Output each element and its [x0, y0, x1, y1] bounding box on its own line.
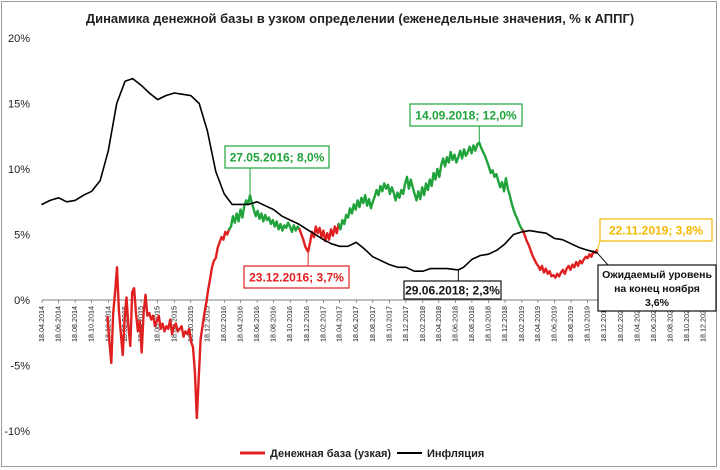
x-tick-label: 18.12.2019 — [599, 306, 608, 342]
x-tick-label: 18.12.2016 — [302, 306, 311, 342]
legend-label-inflation: Инфляция — [427, 448, 484, 460]
x-tick-label: 18.08.2017 — [368, 306, 377, 342]
y-axis: 20% 15% 10% 5% 0% -5% -10% — [4, 33, 30, 438]
y-tick-label: -5% — [10, 361, 30, 373]
x-tick-label: 18.06.2014 — [54, 306, 63, 342]
x-tick-label: 18.02.2020 — [616, 306, 625, 342]
x-tick-label: 18.06.2015 — [153, 306, 162, 342]
series-line-3 — [337, 141, 525, 232]
annotation-box — [599, 218, 713, 242]
y-tick-label: 0% — [14, 295, 30, 307]
x-tick-label: 18.04.2018 — [434, 306, 443, 342]
x-tick-label: 18.12.2018 — [500, 306, 509, 342]
series-line-4 — [521, 229, 599, 279]
x-tick-label: 18.10.2020 — [682, 306, 691, 342]
x-tick-label: 18.06.2017 — [351, 306, 360, 342]
annotation-label: 29.06.2018; 2,3% — [405, 284, 500, 298]
chart-title: Динамика денежной базы в узком определен… — [86, 11, 634, 26]
y-tick-label: 5% — [14, 230, 30, 242]
x-tick-label: 18.08.2014 — [70, 306, 79, 342]
x-tick-label: 18.02.2019 — [517, 306, 526, 342]
x-tick-label: 18.04.2020 — [632, 306, 641, 342]
note-box — [597, 264, 717, 312]
series-line-1 — [227, 193, 301, 234]
legend: Денежная база (узкая) Инфляция — [240, 448, 484, 460]
annotation-label: 14.09.2018; 12,0% — [415, 109, 517, 123]
series-layer — [41, 77, 599, 420]
series-line-2 — [298, 222, 340, 253]
x-tick-label: 18.04.2016 — [236, 306, 245, 342]
x-tick-label: 18.10.2018 — [483, 306, 492, 342]
legend-label-money-base: Денежная база (узкая) — [270, 448, 391, 460]
x-tick-label: 18.04.2019 — [533, 306, 542, 342]
x-tick-label: 18.10.2017 — [384, 306, 393, 342]
x-tick-label: 18.04.2017 — [335, 306, 344, 342]
annotation-box — [409, 103, 523, 127]
x-tick-label: 18.08.2019 — [566, 306, 575, 342]
note-line: 3,6% — [645, 297, 670, 309]
x-tick-label: 18.08.2016 — [269, 306, 278, 342]
x-tick-label: 18.06.2016 — [252, 306, 261, 342]
annotation-box — [224, 145, 330, 169]
note-line: Ожидаемый уровень — [602, 269, 712, 281]
annotation-label: 27.05.2016; 8,0% — [230, 151, 325, 165]
x-tick-label: 18.08.2018 — [467, 306, 476, 342]
x-tick-label: 18.12.2017 — [401, 306, 410, 342]
note-line: на конец ноября — [614, 283, 700, 295]
annotation-box — [403, 280, 502, 300]
annotation-box — [243, 265, 350, 289]
x-tick-label: 18.02.2017 — [319, 306, 328, 342]
series-line-5 — [41, 77, 598, 273]
x-tick-label: 18.04.2014 — [37, 306, 46, 342]
x-tick-label: 18.02.2016 — [219, 306, 228, 342]
x-tick-label: 18.10.2015 — [186, 306, 195, 342]
annotation-label: 23.12.2016; 3,7% — [249, 271, 344, 285]
x-tick-label: 18.12.2015 — [202, 306, 211, 342]
note-leader — [596, 252, 609, 266]
x-tick-label: 18.08.2015 — [169, 306, 178, 342]
annotation-layer: 27.05.2016; 8,0% 14.09.2018; 12,0% 23.12.2… — [224, 103, 717, 312]
x-tick-label: 18.10.2014 — [87, 306, 96, 342]
x-tick-label: 18.10.2016 — [285, 306, 294, 342]
annotation-leader — [596, 240, 601, 251]
annotation-label: 22.11.2019; 3,8% — [609, 224, 703, 238]
y-tick-label: 15% — [8, 99, 30, 111]
x-tick-label: 18.12.2020 — [699, 306, 708, 342]
x-tick-label: 18.08.2020 — [665, 306, 674, 342]
x-tick-label: 18.06.2019 — [549, 306, 558, 342]
x-tick-label: 18.06.2020 — [649, 306, 658, 342]
x-tick-label: 18.02.2018 — [418, 306, 427, 342]
y-tick-label: -10% — [4, 426, 30, 438]
y-tick-label: 20% — [8, 33, 30, 45]
y-tick-label: 10% — [8, 164, 30, 176]
x-tick-label: 18.10.2019 — [583, 306, 592, 342]
series-line-0 — [106, 228, 231, 420]
x-tick-label: 18.06.2018 — [450, 306, 459, 342]
